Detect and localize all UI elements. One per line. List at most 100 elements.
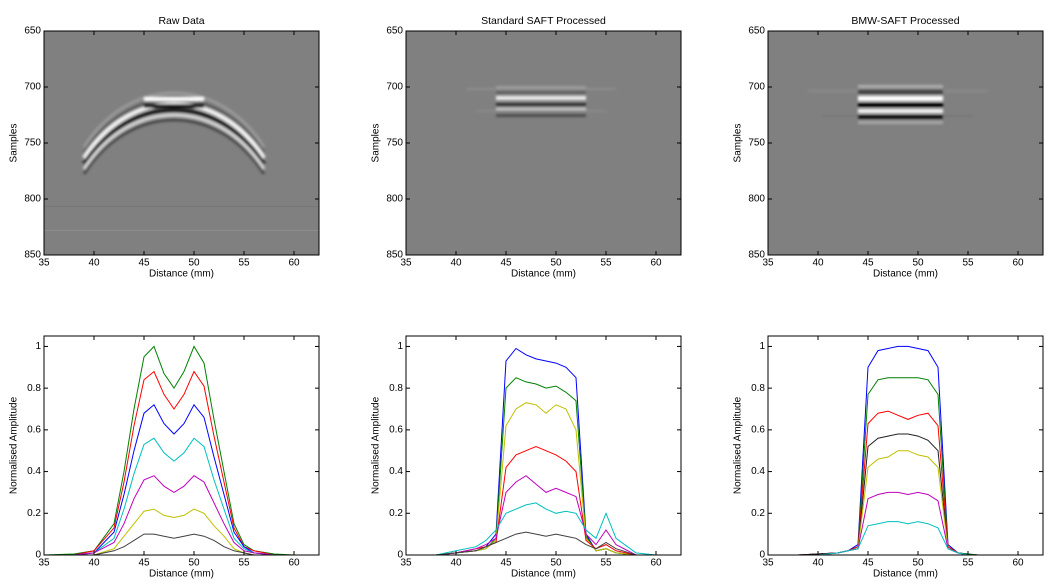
chart-title: Raw Data	[158, 15, 204, 27]
data-line	[768, 377, 1043, 556]
data-line	[44, 533, 319, 556]
data-line	[44, 437, 319, 556]
y-tick-label: 800	[24, 194, 41, 205]
y-tick-label: 0.8	[389, 383, 403, 394]
x-tick-label: 60	[288, 558, 300, 569]
image-raw	[44, 31, 319, 255]
y-tick-label: 0.8	[751, 383, 765, 394]
x-tick-label: 35	[400, 258, 412, 269]
x-tick-label: 35	[38, 558, 50, 569]
y-tick-label: 1	[397, 341, 403, 352]
x-tick-label: 55	[600, 258, 612, 269]
axes-box	[405, 335, 682, 556]
y-tick-label: 700	[24, 82, 41, 93]
y-tick-label: 0.4	[27, 466, 41, 477]
y-axis-label: Samples	[733, 124, 744, 163]
x-tick-label: 45	[138, 258, 150, 269]
y-axis-label: Samples	[9, 124, 20, 163]
x-tick-label: 60	[650, 558, 662, 569]
data-line	[44, 475, 319, 556]
y-tick-label: 650	[386, 26, 403, 37]
y-tick-label: 0.6	[751, 424, 765, 435]
x-axis-label: Distance (mm)	[149, 569, 214, 580]
x-tick-label: 40	[450, 258, 462, 269]
y-tick-label: 1	[35, 341, 41, 352]
y-tick-label: 850	[386, 250, 403, 261]
x-tick-label: 45	[862, 258, 874, 269]
x-axis-label: Distance (mm)	[873, 269, 938, 280]
x-tick-label: 50	[550, 558, 562, 569]
x-tick-label: 50	[912, 258, 924, 269]
x-tick-label: 60	[650, 258, 662, 269]
axes-box	[43, 335, 320, 556]
x-tick-label: 40	[812, 558, 824, 569]
y-tick-label: 0.8	[27, 383, 41, 394]
x-tick-label: 40	[88, 558, 100, 569]
x-tick-label: 50	[912, 558, 924, 569]
chart-title: Standard SAFT Processed	[481, 15, 606, 27]
x-tick-label: 35	[400, 558, 412, 569]
chart-title: BMW-SAFT Processed	[851, 15, 959, 27]
y-tick-label: 1	[759, 341, 765, 352]
x-axis-label: Distance (mm)	[511, 269, 576, 280]
data-line	[43, 345, 319, 556]
y-tick-label: 750	[386, 138, 403, 149]
data-line	[768, 450, 1043, 556]
x-tick-label: 55	[962, 258, 974, 269]
y-tick-label: 0.6	[27, 424, 41, 435]
image-saft	[406, 31, 681, 255]
y-tick-label: 700	[386, 82, 403, 93]
x-tick-label: 35	[762, 258, 774, 269]
y-tick-label: 0	[397, 550, 403, 561]
y-tick-label: 0.4	[389, 466, 403, 477]
x-tick-label: 45	[862, 558, 874, 569]
x-tick-label: 40	[450, 558, 462, 569]
x-tick-label: 50	[550, 258, 562, 269]
x-tick-label: 45	[138, 558, 150, 569]
y-tick-label: 850	[24, 250, 41, 261]
x-tick-label: 55	[238, 258, 250, 269]
y-tick-label: 650	[748, 26, 765, 37]
x-tick-label: 55	[600, 558, 612, 569]
data-line	[44, 370, 319, 556]
x-tick-label: 40	[88, 258, 100, 269]
data-line	[406, 531, 681, 556]
data-line	[406, 347, 681, 556]
y-tick-label: 850	[748, 250, 765, 261]
data-line	[44, 403, 319, 556]
data-line	[406, 377, 681, 556]
data-line	[406, 402, 681, 556]
y-tick-label: 0.2	[27, 508, 41, 519]
y-tick-label: 700	[748, 82, 765, 93]
x-axis-label: Distance (mm)	[873, 569, 938, 580]
data-line	[768, 410, 1043, 556]
data-line	[44, 508, 319, 556]
y-tick-label: 800	[386, 194, 403, 205]
y-tick-label: 0.4	[751, 466, 765, 477]
data-line	[406, 445, 681, 556]
x-tick-label: 45	[500, 558, 512, 569]
y-tick-label: 0	[35, 550, 41, 561]
data-line	[768, 491, 1043, 556]
y-tick-label: 0	[759, 550, 765, 561]
x-tick-label: 35	[762, 558, 774, 569]
x-tick-label: 60	[1012, 558, 1024, 569]
y-tick-label: 0.2	[751, 508, 765, 519]
x-tick-label: 55	[238, 558, 250, 569]
x-tick-label: 55	[962, 558, 974, 569]
y-tick-label: 0.2	[389, 508, 403, 519]
y-tick-label: 750	[24, 138, 41, 149]
x-tick-label: 60	[288, 258, 300, 269]
x-tick-label: 50	[188, 258, 200, 269]
axes-box	[767, 335, 1044, 556]
x-tick-label: 60	[1012, 258, 1024, 269]
y-axis-label: Normalised Amplitude	[371, 396, 382, 494]
x-tick-label: 35	[38, 258, 50, 269]
x-axis-label: Distance (mm)	[511, 569, 576, 580]
x-axis-label: Distance (mm)	[149, 269, 214, 280]
y-axis-label: Samples	[371, 124, 382, 163]
y-tick-label: 750	[748, 138, 765, 149]
y-tick-label: 800	[748, 194, 765, 205]
data-line	[406, 475, 681, 556]
data-line	[768, 521, 1043, 556]
